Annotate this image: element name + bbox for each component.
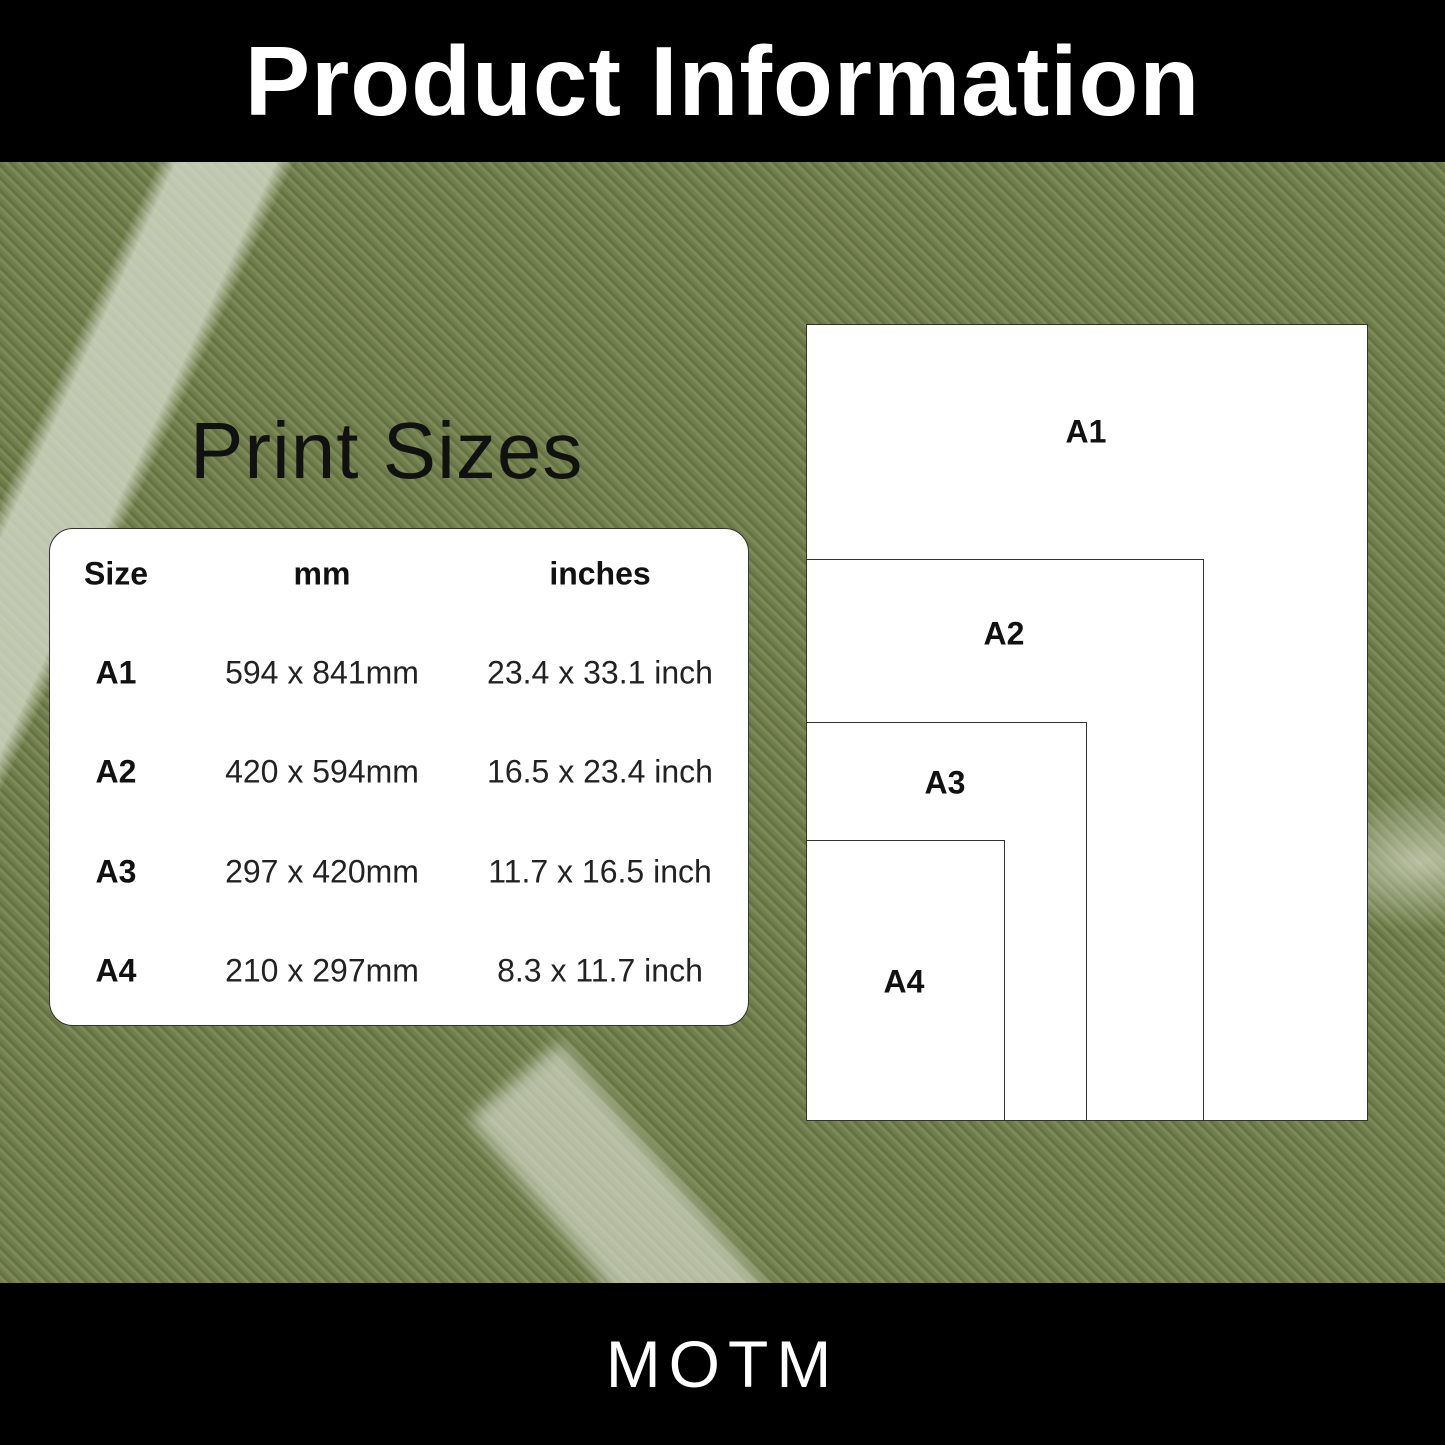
row-size: A4 — [95, 952, 137, 989]
row-size: A1 — [95, 654, 137, 691]
row-inches: 23.4 x 33.1 inch — [487, 654, 713, 691]
header-size: Size — [83, 555, 149, 592]
header-inches: inches — [549, 555, 651, 592]
page-title: Product Information — [244, 25, 1201, 136]
row-mm: 297 x 420mm — [225, 853, 419, 890]
row-mm: 594 x 841mm — [225, 654, 419, 691]
a3-label: A3 — [924, 764, 966, 801]
a4-rect — [806, 840, 1005, 1121]
row-size: A2 — [95, 753, 137, 790]
a4-label: A4 — [883, 963, 925, 1000]
row-inches: 11.7 x 16.5 inch — [488, 853, 712, 890]
a1-label: A1 — [1065, 413, 1107, 450]
size-table: Size mm inches A1 594 x 841mm 23.4 x 33.… — [49, 528, 749, 1026]
row-size: A3 — [95, 853, 137, 890]
row-inches: 16.5 x 23.4 inch — [487, 753, 713, 790]
header-bar: Product Information — [0, 0, 1445, 162]
footer-bar: MOTM — [0, 1283, 1445, 1445]
row-mm: 420 x 594mm — [225, 753, 419, 790]
row-inches: 8.3 x 11.7 inch — [497, 952, 703, 989]
header-mm: mm — [293, 555, 351, 592]
a2-label: A2 — [983, 615, 1025, 652]
section-title: Print Sizes — [190, 406, 584, 495]
motm-logo: MOTM — [605, 1327, 840, 1401]
row-mm: 210 x 297mm — [225, 952, 419, 989]
